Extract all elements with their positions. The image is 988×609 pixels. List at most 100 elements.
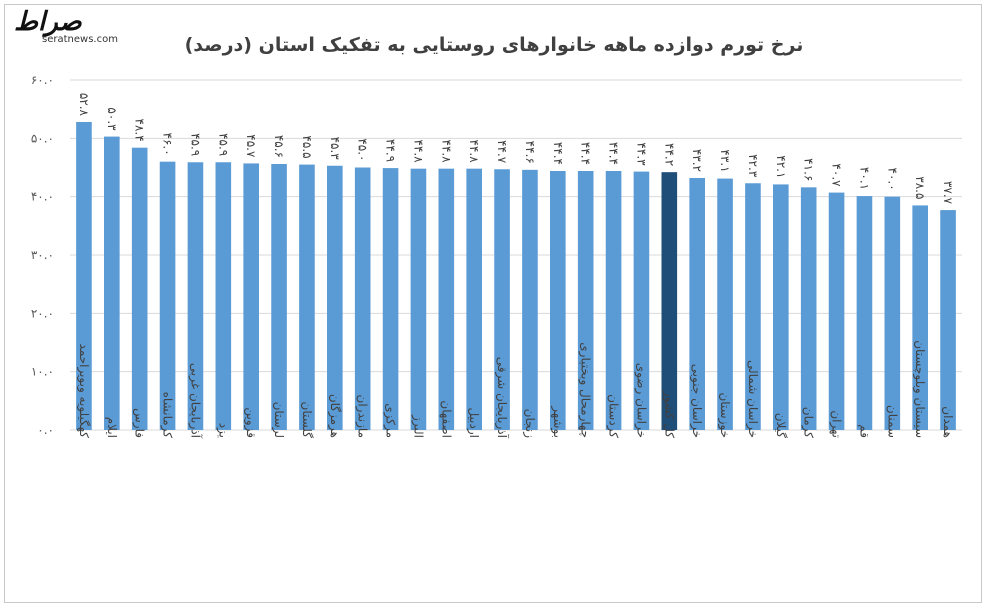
bar (494, 169, 510, 430)
bar (354, 167, 371, 430)
category-label: قم (857, 424, 871, 438)
value-label: ۴۵.۷ (244, 134, 258, 158)
value-label: ۳۸.۵ (913, 176, 927, 199)
bar (633, 171, 650, 431)
bar (912, 205, 928, 430)
bar (940, 210, 956, 430)
bar (773, 184, 789, 430)
y-tick-label: ۲۰.۰ (31, 306, 54, 320)
value-label: ۴۳.۱ (718, 149, 732, 172)
category-label: اردبیل (466, 407, 481, 438)
logo-mark: صراط (14, 7, 83, 37)
serat-logo: صراط seratnews.com (14, 7, 118, 45)
category-label: چهارمحال وبختیاری (578, 342, 593, 438)
category-label: گلستان (300, 402, 314, 439)
category-label: کرمانشاه (160, 392, 175, 439)
y-tick-label: ۴۰.۰ (31, 190, 54, 204)
category-label: مرکزی (383, 403, 398, 438)
category-labels: کهگیلویه وبویراحمد ایلام فارس کرمانشاه آذربا… (76, 340, 955, 438)
category-label: ایلام (105, 417, 119, 438)
y-tick-label: ۵۰.۰ (31, 131, 54, 145)
value-label: ۴۸.۴ (133, 119, 147, 142)
bar (104, 136, 120, 431)
logo-text: صراط (14, 7, 83, 37)
bar (884, 196, 901, 430)
category-label: تهران (829, 410, 844, 438)
bar (605, 171, 622, 430)
value-label: ۴۰.۰ (885, 168, 899, 191)
logo-url: seratnews.com (42, 34, 118, 45)
bar (131, 147, 148, 430)
category-label: سیستان وبلوچستان (912, 340, 927, 438)
bar (717, 178, 733, 430)
bar (689, 178, 705, 430)
category-label: هرمزگان (327, 394, 342, 438)
y-tick-label: ۶۰.۰ (31, 73, 54, 87)
category-label: کهگیلویه وبویراحمد (76, 343, 91, 438)
bar (410, 168, 427, 430)
bar (828, 192, 845, 430)
value-label: ۴۴.۸ (439, 140, 453, 164)
category-label: سمنان (885, 405, 899, 438)
bar (745, 183, 761, 430)
category-label: خراسان جنوبی (689, 364, 704, 438)
value-label: ۴۰.۱ (857, 167, 871, 190)
value-label: ۴۵.۰ (356, 138, 370, 161)
category-label: خوزستان (717, 392, 732, 438)
bar (159, 161, 176, 430)
category-label: آذربایجان شرقی (494, 357, 510, 439)
y-tick-label: ۰.۰ (37, 423, 54, 437)
category-label: فارس (132, 408, 147, 438)
category-label: اصفهان (439, 400, 453, 438)
category-label: بوشهر (550, 405, 565, 438)
value-label: ۴۴.۳ (634, 142, 648, 166)
value-label: ۴۵.۳ (328, 137, 342, 161)
value-label: ۴۴.۴ (607, 142, 621, 165)
value-label: ۴۴.۶ (523, 141, 537, 164)
y-axis-ticks: ۰.۰ ۱۰.۰ ۲۰.۰ ۳۰.۰ ۴۰.۰ ۵۰.۰ ۶۰.۰ (31, 73, 54, 437)
y-tick-label: ۳۰.۰ (31, 248, 54, 262)
value-label: ۴۵.۶ (272, 135, 286, 158)
category-label: مازندران (355, 395, 370, 438)
category-label: البرز (410, 414, 425, 438)
bar (661, 172, 678, 430)
value-label: ۵۰.۳ (105, 107, 119, 131)
bar (466, 168, 482, 430)
category-label: کرمان (801, 407, 816, 439)
category-label: لرستان (271, 402, 286, 438)
bar (522, 169, 538, 431)
category-label: کردستان (606, 394, 621, 438)
category-label: آذربایجان غربی (187, 363, 203, 439)
value-label: ۴۴.۲ (662, 143, 676, 166)
bar (800, 187, 817, 430)
value-label: ۴۱.۶ (802, 158, 816, 181)
category-label: یزد (215, 423, 230, 438)
value-label: ۴۵.۵ (300, 135, 314, 158)
category-label: خراسان شمالی (745, 360, 760, 438)
bar (215, 162, 232, 430)
value-label: ۴۰.۷ (830, 163, 844, 187)
value-label: ۴۶.۰ (161, 133, 175, 156)
y-tick-label: ۱۰.۰ (31, 365, 54, 379)
category-label: خراسان رضوی (633, 363, 648, 438)
bar (438, 168, 455, 430)
bar (76, 122, 92, 430)
bar (856, 196, 873, 430)
value-label: ۴۵.۹ (188, 133, 202, 156)
category-label: قزوین (243, 407, 258, 438)
grid-lines (70, 79, 962, 431)
bar (299, 164, 315, 431)
bar (271, 164, 287, 430)
value-label: ۴۲.۱ (774, 155, 788, 178)
value-label: ۵۲.۸ (77, 93, 91, 117)
value-label: ۴۴.۴ (579, 142, 593, 165)
value-label: ۴۴.۸ (467, 140, 481, 164)
bar (327, 165, 343, 430)
value-label: ۴۲.۳ (746, 154, 760, 178)
value-label: ۴۴.۹ (384, 139, 398, 162)
value-labels: ۵۲.۸ ۵۰.۳ ۴۸.۴ ۴۶.۰ ۴۵.۹ ۴۵.۹ ۴۵.۷ ۴۵.۶ ۴۵.۵ ۴۵.۳… (77, 93, 955, 205)
value-label: ۴۴.۷ (495, 140, 509, 164)
chart-title: نرخ تورم دوازده ماهه خانوارهای روستایی ب… (184, 34, 804, 56)
bar (577, 171, 594, 430)
